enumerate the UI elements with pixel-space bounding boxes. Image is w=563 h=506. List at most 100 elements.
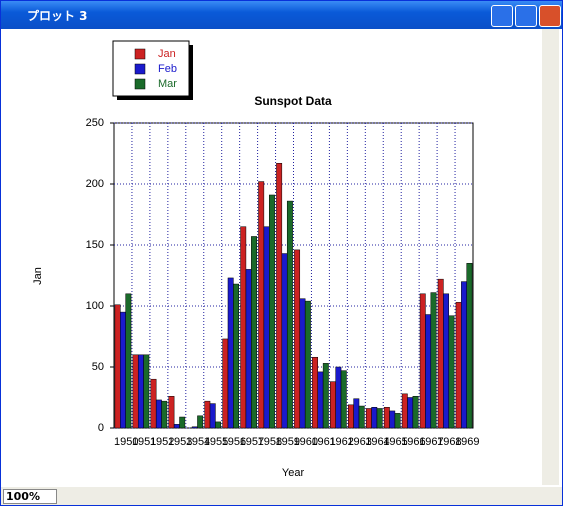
x-tick-label: 1962 <box>329 436 353 448</box>
x-tick-label: 1959 <box>276 436 300 448</box>
bar <box>317 371 324 429</box>
bar <box>251 236 257 429</box>
bar <box>276 163 283 429</box>
y-tick-label: 150 <box>86 239 104 251</box>
bar <box>340 370 347 429</box>
bar <box>281 253 288 429</box>
x-axis-label: Year <box>282 467 305 479</box>
y-tick-label: 250 <box>86 117 104 129</box>
bar <box>245 269 252 429</box>
x-tick-label: 1966 <box>401 436 425 448</box>
bar <box>437 278 444 429</box>
x-tick-label: 1958 <box>258 436 282 448</box>
bar <box>389 410 396 429</box>
legend-label: Mar <box>158 78 177 90</box>
bar <box>394 413 401 429</box>
bar <box>179 416 186 429</box>
close-button[interactable] <box>539 5 561 27</box>
bar <box>240 226 247 429</box>
bar <box>215 421 222 429</box>
bar <box>304 300 311 429</box>
bar <box>299 298 306 429</box>
bar <box>143 354 150 429</box>
bar <box>150 378 157 429</box>
bar <box>407 397 414 429</box>
bar <box>161 400 168 429</box>
x-tick-label: 1968 <box>437 436 461 448</box>
bar <box>263 226 270 429</box>
x-tick-label: 1950 <box>114 436 138 448</box>
x-tick-label: 1957 <box>240 436 264 448</box>
bar <box>120 311 126 429</box>
bar <box>204 400 211 429</box>
bar <box>137 354 144 429</box>
legend-swatch <box>134 48 146 60</box>
window-title: プロット 3 <box>27 9 88 23</box>
bar <box>466 263 473 429</box>
bar <box>448 315 455 429</box>
minimize-button[interactable] <box>491 5 513 27</box>
bar <box>233 283 240 429</box>
y-tick-label: 100 <box>86 300 104 312</box>
y-tick-label: 0 <box>98 422 104 434</box>
bar <box>191 426 198 429</box>
bar <box>353 398 360 429</box>
bar <box>455 302 462 429</box>
x-tick-label: 1963 <box>347 436 371 448</box>
bar <box>322 363 329 429</box>
x-tick-label: 1953 <box>168 436 192 448</box>
x-tick-label: 1956 <box>222 436 246 448</box>
x-tick-label: 1955 <box>204 436 228 448</box>
y-axis-label: Jan <box>32 267 44 285</box>
bar <box>347 404 354 429</box>
bar <box>132 354 139 429</box>
legend-swatch <box>134 63 146 75</box>
bar <box>155 399 162 429</box>
plot-area <box>113 122 474 429</box>
x-tick-label: 1964 <box>365 436 389 448</box>
bar <box>365 408 372 429</box>
bar <box>173 424 180 429</box>
bar <box>358 405 365 429</box>
bar <box>383 407 390 429</box>
bar <box>222 338 229 429</box>
x-tick-label: 1961 <box>311 436 335 448</box>
x-tick-label: 1969 <box>455 436 479 448</box>
bar <box>286 200 293 429</box>
bar <box>412 396 419 429</box>
bar <box>168 396 175 429</box>
legend-label: Feb <box>158 63 177 75</box>
bar <box>376 408 383 429</box>
bar <box>335 366 342 429</box>
maximize-button[interactable] <box>515 5 537 27</box>
legend-box <box>112 40 190 97</box>
y-tick-label: 50 <box>92 361 104 373</box>
bar <box>401 393 408 429</box>
x-tick-label: 1951 <box>132 436 156 448</box>
bar <box>294 249 301 429</box>
chart-title: Sunspot Data <box>254 94 332 108</box>
bar <box>125 293 132 429</box>
x-tick-label: 1952 <box>150 436 174 448</box>
legend-label: Jan <box>158 48 176 60</box>
bar <box>114 304 121 429</box>
bar <box>371 407 378 429</box>
title-bar: プロット 3 <box>1 1 562 29</box>
x-tick-label: 1954 <box>186 436 210 448</box>
vertical-scrollbar[interactable] <box>542 29 559 485</box>
bar <box>209 403 216 429</box>
bar <box>419 293 426 429</box>
x-tick-label: 1967 <box>419 436 443 448</box>
x-tick-label: 1960 <box>294 436 318 448</box>
horizontal-scrollbar[interactable]: 100% <box>1 487 562 505</box>
legend-swatch <box>134 78 146 90</box>
bar <box>269 194 275 429</box>
bar <box>430 292 437 429</box>
y-tick-label: 200 <box>86 178 104 190</box>
bar <box>461 281 467 429</box>
chart: Sunspot Data Year Jan 0 50 100 150 200 250 195… <box>32 40 480 479</box>
bar <box>330 381 336 429</box>
bar <box>227 277 234 429</box>
zoom-select[interactable]: 100% <box>3 489 57 504</box>
bar <box>197 415 204 429</box>
